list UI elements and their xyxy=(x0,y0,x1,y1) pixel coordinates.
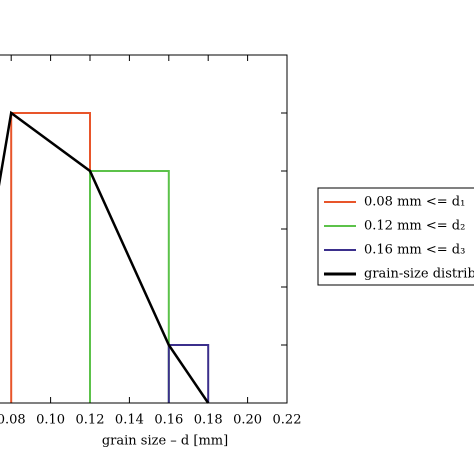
legend-label: 0.16 mm <= d₃ xyxy=(364,243,465,258)
x-axis-label: grain size – d [mm] xyxy=(102,434,228,449)
histogram-bar xyxy=(89,170,170,403)
x-tick-label: 0.16 xyxy=(154,413,183,428)
plot-frame xyxy=(0,54,288,404)
legend-box xyxy=(317,187,474,286)
histogram-bar xyxy=(10,112,91,403)
legend-label: 0.08 mm <= d₁ xyxy=(364,195,465,210)
histogram-bar xyxy=(167,344,210,403)
x-tick-label: 0.08 xyxy=(0,413,26,428)
distribution-line xyxy=(0,110,210,404)
x-tick-label: 0.22 xyxy=(273,413,302,428)
legend-label: grain-size distribution xyxy=(364,267,474,282)
legend-label: 0.12 mm <= d₂ xyxy=(364,219,465,234)
x-tick-label: 0.20 xyxy=(233,413,262,428)
x-tick-label: 0.18 xyxy=(194,413,223,428)
x-tick-label: 0.14 xyxy=(115,413,144,428)
x-tick-label: 0.10 xyxy=(36,413,65,428)
x-tick-label: 0.12 xyxy=(76,413,105,428)
